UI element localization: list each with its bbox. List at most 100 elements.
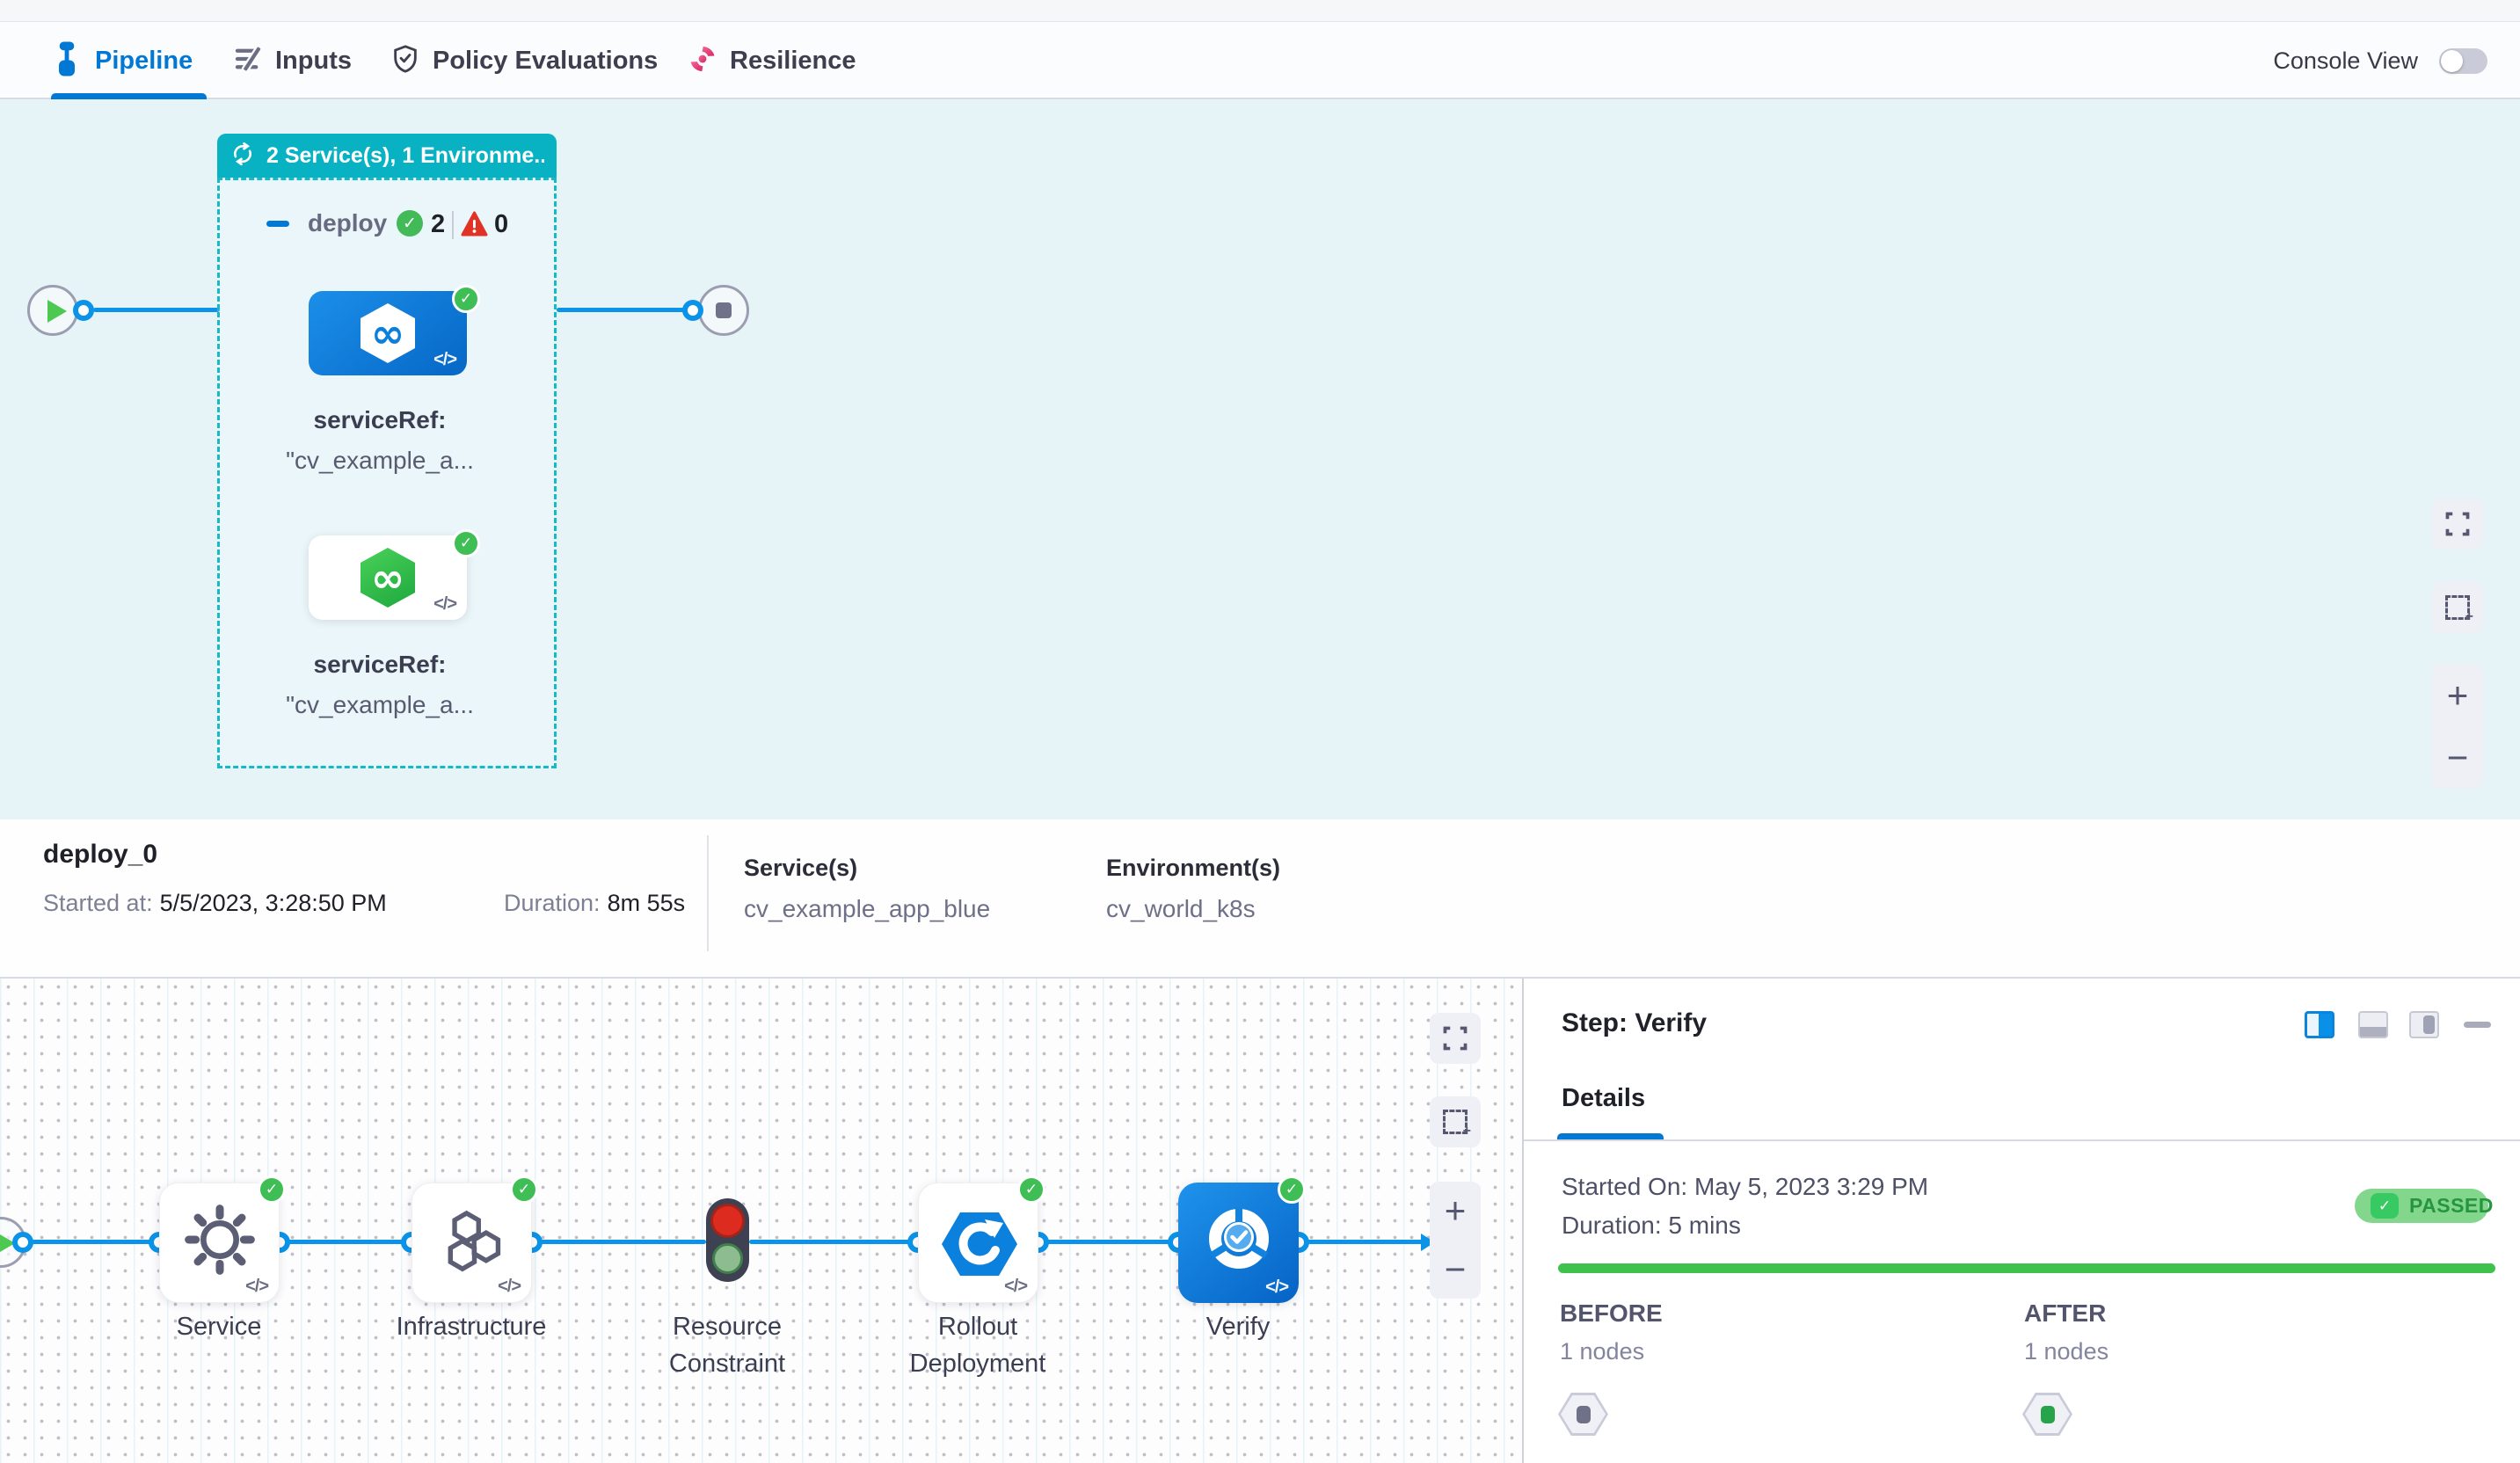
edge <box>280 1240 412 1244</box>
edge <box>26 1240 159 1244</box>
rollout-icon <box>942 1212 1017 1276</box>
success-badge-icon: ✓ <box>452 285 480 313</box>
tab-details[interactable]: Details <box>1562 1084 1646 1112</box>
stage-group-header[interactable]: 2 Service(s), 1 Environme... <box>217 134 557 178</box>
layout-right-view-button[interactable] <box>2409 1011 2439 1038</box>
after-node-count: 1 nodes <box>2024 1338 2109 1365</box>
tab-pipeline[interactable]: Pipeline <box>51 22 193 99</box>
warning-triangle-icon <box>461 211 488 241</box>
stage-group-boundary <box>217 178 557 768</box>
execution-summary-bar <box>0 819 2520 979</box>
console-view-label: Console View <box>2273 47 2418 74</box>
check-glyph: ✓ <box>1024 1181 1038 1197</box>
code-icon: </> <box>245 1277 269 1296</box>
status-badge: ✓ PASSED <box>2355 1189 2493 1223</box>
node-square-icon <box>1576 1405 1591 1423</box>
step-infrastructure[interactable]: </> <box>412 1183 532 1303</box>
verify-gauge-icon <box>1209 1207 1269 1269</box>
marquee-icon: + <box>1443 1110 1471 1139</box>
chaos-swirl-icon <box>688 44 717 78</box>
zoom-controls: + − <box>2432 664 2483 789</box>
duration-value: 8m 55s <box>607 890 686 916</box>
stage-run-title: deploy_0 <box>43 840 158 869</box>
active-tab-underline <box>51 93 207 99</box>
check-glyph: ✓ <box>517 1181 531 1197</box>
edge-stage-to-end <box>557 308 685 312</box>
pipeline-end-node[interactable] <box>698 285 749 336</box>
check-glyph: ✓ <box>2378 1197 2392 1214</box>
stage-group-header-label: 2 Service(s), 1 Environme... <box>266 142 544 168</box>
check-glyph: ✓ <box>459 535 473 551</box>
console-view-toggle[interactable] <box>2439 47 2487 74</box>
started-at-label: Started at: <box>43 890 153 916</box>
success-count: 2 <box>431 210 446 238</box>
selection-marquee-button[interactable]: + <box>2432 582 2483 633</box>
check-glyph: ✓ <box>1285 1181 1299 1197</box>
layout-right-inner <box>2423 1015 2435 1034</box>
duration-row: Duration: 8m 55s <box>504 890 685 917</box>
success-count-icon: ✓ <box>397 210 423 237</box>
zoom-in-button[interactable]: + <box>1444 1190 1467 1232</box>
failed-count: 0 <box>494 210 509 238</box>
before-header: BEFORE <box>1560 1299 1663 1327</box>
step-rollout-deployment-label: Rollout Deployment <box>909 1313 1046 1378</box>
code-icon: </> <box>1004 1277 1028 1296</box>
details-tab-underline <box>1557 1133 1664 1140</box>
step-verify[interactable]: </> <box>1178 1183 1299 1303</box>
services-value: cv_example_app_blue <box>744 895 991 922</box>
fullscreen-button[interactable] <box>1430 1013 1481 1064</box>
started-at-row: Started at: 5/5/2023, 3:28:50 PM <box>43 890 387 917</box>
edge <box>749 1240 918 1244</box>
step-started-on: Started On: May 5, 2023 3:29 PM <box>1562 1173 1929 1200</box>
success-badge-icon: ✓ <box>510 1175 538 1204</box>
play-icon <box>47 300 67 323</box>
zoom-out-button[interactable]: − <box>2446 736 2469 778</box>
service-node-1[interactable]: ∞ </> <box>309 291 467 375</box>
node-square-icon <box>2040 1405 2055 1423</box>
step-details-panel <box>1524 979 2520 1463</box>
fullscreen-button[interactable] <box>2432 499 2483 550</box>
panel-divider <box>1522 979 1524 1463</box>
service-ref-value: "cv_example_a... <box>286 447 474 474</box>
step-rollout-deployment[interactable]: </> <box>918 1183 1038 1303</box>
panel-title: Step: Verify <box>1562 1008 1708 1037</box>
tab-policy-evaluations[interactable]: Policy Evaluations <box>390 22 658 99</box>
harness-logo-icon: ∞ <box>361 548 415 608</box>
tab-resilience[interactable]: Resilience <box>688 22 856 99</box>
duration-label: Duration: <box>504 890 601 916</box>
tab-inputs[interactable]: Inputs <box>233 22 352 99</box>
after-header: AFTER <box>2024 1299 2107 1327</box>
code-icon: </> <box>1265 1277 1289 1297</box>
step-resource-constraint[interactable] <box>706 1198 749 1282</box>
tab-pipeline-label: Pipeline <box>95 46 193 75</box>
layout-split-view-button[interactable] <box>2305 1011 2334 1038</box>
tab-inputs-label: Inputs <box>275 46 352 75</box>
step-service-label: Service <box>176 1313 262 1341</box>
collapse-stage-icon[interactable] <box>266 221 289 227</box>
gear-icon <box>185 1205 255 1275</box>
edge <box>1299 1240 1423 1244</box>
infinity-glyph: ∞ <box>370 309 405 357</box>
zoom-out-button[interactable]: − <box>1444 1248 1467 1290</box>
started-at-value: 5/5/2023, 3:28:50 PM <box>159 890 387 916</box>
pipeline-start-node[interactable] <box>27 285 78 336</box>
hexagon-inner <box>1561 1395 1606 1433</box>
zoom-in-button[interactable]: + <box>2446 673 2469 716</box>
service-ref-title: serviceRef: <box>313 651 447 678</box>
step-resource-constraint-label: Resource Constraint <box>668 1313 786 1378</box>
stop-icon <box>716 302 732 318</box>
selection-marquee-button[interactable]: + <box>1430 1096 1481 1147</box>
service-node-2[interactable]: ∞ </> <box>309 535 467 620</box>
code-icon: </> <box>433 594 457 614</box>
layout-bottom-view-button[interactable] <box>2358 1011 2388 1038</box>
step-service[interactable]: </> <box>159 1183 280 1303</box>
zoom-controls: + − <box>1430 1182 1481 1299</box>
top-nav: Pipeline Inputs Policy Evaluations Resil… <box>0 22 2520 99</box>
check-glyph: ✓ <box>265 1181 279 1197</box>
check-glyph: ✓ <box>403 214 417 233</box>
environments-value: cv_world_k8s <box>1106 895 1256 922</box>
harness-logo-icon: ∞ <box>361 303 415 363</box>
service-node-1-caption: serviceRef: "cv_example_a... <box>213 406 547 475</box>
minimize-panel-button[interactable] <box>2464 1022 2491 1028</box>
